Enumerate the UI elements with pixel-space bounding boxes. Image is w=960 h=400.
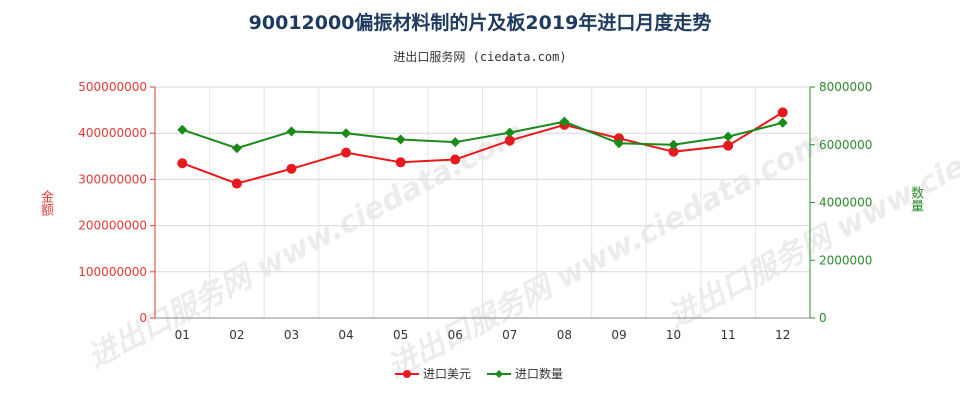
- x-tick-label: 02: [229, 328, 244, 342]
- legend-marker: [495, 370, 503, 378]
- series-line-quantity: [181, 120, 783, 150]
- data-point-quantity: [613, 138, 624, 149]
- y-right-tick-label: 8000000: [819, 80, 872, 94]
- y-right-tick-label: 6000000: [819, 138, 872, 152]
- data-point-quantity: [286, 126, 297, 137]
- x-tick-label: 01: [175, 328, 190, 342]
- x-tick-label: 08: [557, 328, 572, 342]
- data-point-quantity: [504, 127, 515, 138]
- series-line-amount: [181, 111, 784, 185]
- data-point-quantity: [231, 143, 242, 154]
- data-point-amount: [395, 157, 406, 168]
- data-point-amount: [286, 163, 297, 174]
- x-tick-label: 11: [720, 328, 735, 342]
- data-point-amount: [777, 107, 788, 118]
- y-left-tick-label: 400000000: [78, 126, 147, 140]
- data-point-quantity: [450, 137, 461, 148]
- x-tick-label: 06: [448, 328, 463, 342]
- data-point-quantity: [177, 124, 188, 135]
- data-point-amount: [450, 154, 461, 165]
- chart-subtitle: 进出口服务网 (ciedata.com): [393, 50, 567, 64]
- data-point-amount: [668, 146, 679, 157]
- data-point-amount: [231, 178, 242, 189]
- data-point-quantity: [341, 128, 352, 139]
- x-tick-label: 04: [338, 328, 353, 342]
- chart-title: 90012000偏振材料制的片及板2019年进口月度走势: [248, 12, 712, 34]
- y-left-tick-label: 500000000: [78, 80, 147, 94]
- y-left-tick-label: 200000000: [78, 219, 147, 233]
- y-axis-label-left: 金额: [38, 190, 53, 216]
- y-axis-label-right: 数量: [908, 186, 923, 212]
- x-tick-label: 12: [775, 328, 790, 342]
- data-point-quantity: [723, 131, 734, 142]
- data-point-quantity: [777, 117, 788, 128]
- x-tick-label: 07: [502, 328, 517, 342]
- x-tick-label: 09: [611, 328, 626, 342]
- legend-label: 进口美元: [423, 367, 471, 381]
- data-point-amount: [177, 158, 188, 169]
- y-left-tick-label: 300000000: [78, 172, 147, 186]
- data-point-amount: [341, 147, 352, 158]
- y-right-tick-label: 2000000: [819, 253, 872, 267]
- y-right-tick-label: 4000000: [819, 196, 872, 210]
- data-point-amount: [613, 133, 624, 144]
- y-left-tick-label: 0: [139, 311, 147, 325]
- data-point-quantity: [668, 139, 679, 150]
- x-tick-label: 03: [284, 328, 299, 342]
- y-right-tick-label: 0: [819, 311, 827, 325]
- y-left-tick-label: 100000000: [78, 265, 147, 279]
- legend-marker: [403, 370, 411, 378]
- data-point-quantity: [395, 134, 406, 145]
- x-tick-label: 05: [393, 328, 408, 342]
- data-point-quantity: [559, 116, 570, 127]
- legend-label: 进口数量: [515, 366, 563, 381]
- x-tick-label: 10: [666, 328, 681, 342]
- data-point-amount: [504, 135, 515, 146]
- data-point-amount: [723, 140, 734, 151]
